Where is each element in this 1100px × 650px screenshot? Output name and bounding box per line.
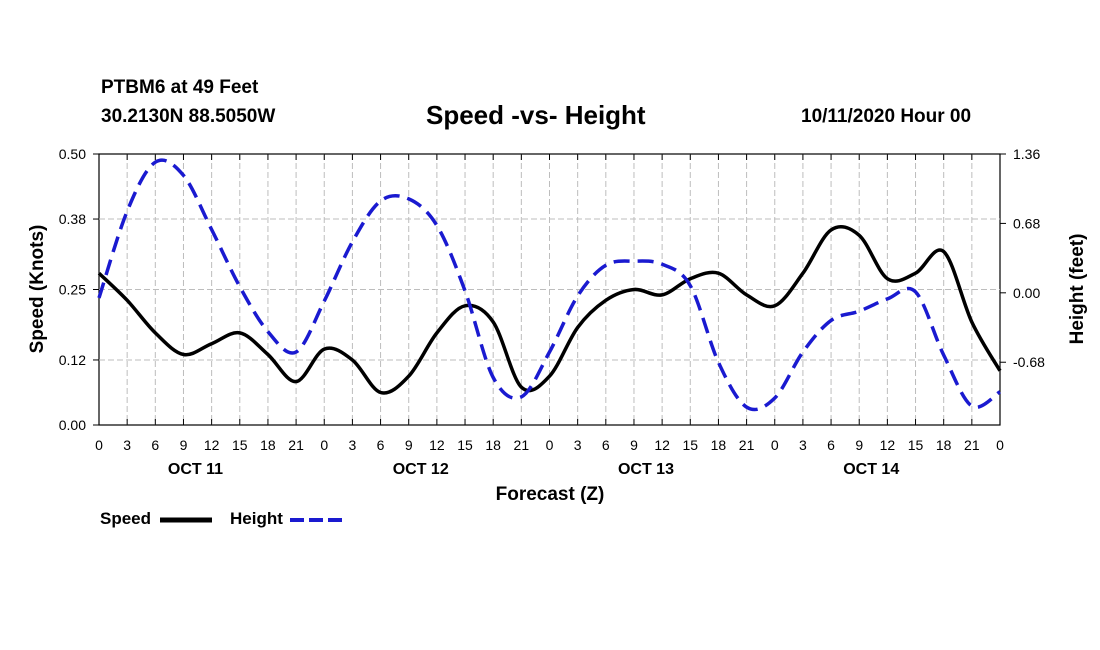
x-tick-label: 6 (377, 437, 385, 453)
y-tick-label: 0.00 (59, 417, 86, 433)
height-series-line (97, 158, 1002, 412)
x-tick-label: 0 (95, 437, 103, 453)
x-tick-label: 21 (514, 437, 530, 453)
x-tick-label: 9 (630, 437, 638, 453)
chart-title: Speed -vs- Height (426, 100, 646, 130)
x-axis-title: Forecast (Z) (496, 484, 605, 505)
x-tick-label: 15 (908, 437, 924, 453)
x-tick-label: 15 (682, 437, 698, 453)
y2-tick-label: 0.00 (1013, 285, 1040, 301)
x-tick-label: 0 (771, 437, 779, 453)
axis-ticks: 0 3 6 9 12 15 18 21 0 3 6 9 12 15 18 21 0 3 6 9 12 15 18 21 0 3 6 9… (59, 146, 1045, 478)
forecast-timestamp: 10/11/2020 Hour 00 (801, 106, 972, 127)
speed-series-line (97, 224, 1002, 395)
x-tick-label: 3 (799, 437, 807, 453)
day-label: OCT 12 (393, 461, 449, 478)
x-tick-label: 3 (574, 437, 582, 453)
grid (99, 154, 1000, 425)
x-tick-label: 0 (546, 437, 554, 453)
day-label: OCT 14 (843, 461, 899, 478)
legend-speed-label: Speed (100, 509, 152, 528)
x-tick-label: 18 (485, 437, 501, 453)
x-tick-label: 6 (827, 437, 835, 453)
x-tick-label: 21 (288, 437, 304, 453)
x-tick-label: 21 (964, 437, 980, 453)
y-tick-label: 0.25 (59, 282, 86, 298)
y-tick-label: 0.50 (59, 146, 86, 162)
x-tick-label: 15 (232, 437, 248, 453)
x-tick-label: 3 (349, 437, 357, 453)
y2-tick-label: 1.36 (1013, 146, 1040, 162)
data-series (97, 158, 1002, 412)
x-tick-label: 21 (739, 437, 755, 453)
y-tick-label: 0.12 (59, 352, 86, 368)
x-tick-label: 9 (855, 437, 863, 453)
y-axis-title: Speed (Knots) (27, 225, 48, 354)
x-tick-label: 18 (711, 437, 727, 453)
x-tick-label: 9 (405, 437, 413, 453)
y-tick-label: 0.38 (59, 211, 86, 227)
station-label: PTBM6 at 49 Feet (101, 77, 259, 98)
x-tick-label: 12 (880, 437, 896, 453)
x-tick-label: 6 (151, 437, 159, 453)
x-tick-label: 0 (996, 437, 1004, 453)
x-tick-label: 18 (936, 437, 952, 453)
legend-height-label: Height (230, 509, 283, 528)
x-tick-label: 9 (180, 437, 188, 453)
x-tick-label: 3 (123, 437, 131, 453)
y2-tick-label: 0.68 (1013, 215, 1040, 231)
x-tick-label: 12 (204, 437, 220, 453)
x-tick-label: 12 (429, 437, 445, 453)
x-tick-label: 18 (260, 437, 276, 453)
x-tick-label: 15 (457, 437, 473, 453)
y2-axis-title: Height (feet) (1067, 234, 1088, 345)
x-tick-label: 6 (602, 437, 610, 453)
y2-tick-label: -0.68 (1013, 354, 1045, 370)
x-tick-label: 0 (320, 437, 328, 453)
coordinates-label: 30.2130N 88.5050W (101, 106, 276, 127)
x-tick-label: 12 (654, 437, 670, 453)
day-label: OCT 13 (618, 461, 674, 478)
day-label: OCT 11 (168, 461, 223, 478)
